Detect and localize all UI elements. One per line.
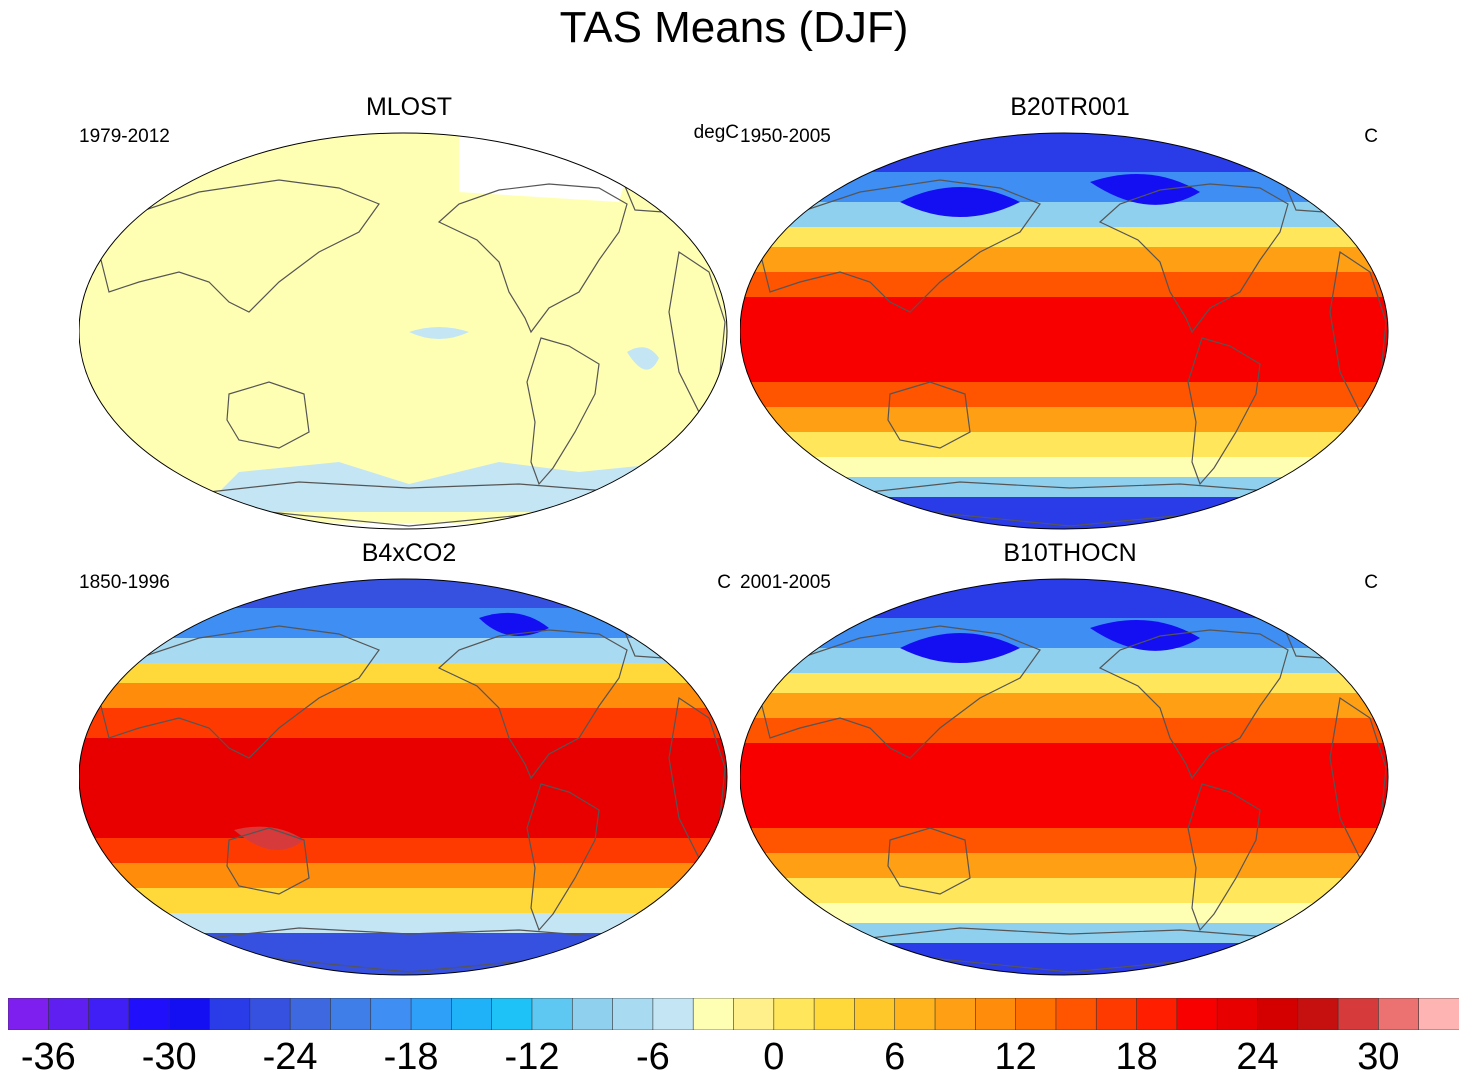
colorbar-swatch (249, 998, 291, 1030)
temperature-field (79, 133, 727, 529)
colorbar-swatch (571, 998, 614, 1030)
colorbar-swatch (1257, 998, 1299, 1030)
map-plot (740, 132, 1389, 530)
cold-core-siberia (900, 187, 1020, 217)
colorbar-swatch (8, 998, 50, 1030)
colorbar-swatch (1176, 998, 1218, 1030)
map-border (740, 578, 1389, 976)
colorbar-swatch (168, 998, 211, 1030)
colorbar-swatch (854, 998, 896, 1030)
colorbar-swatch (773, 998, 815, 1030)
temperature-field (740, 133, 1388, 529)
colorbar-tick-label: -6 (635, 1036, 670, 1078)
colorbar-swatch (330, 998, 372, 1030)
colorbar-swatch (48, 998, 90, 1030)
colorbar-swatch (894, 998, 936, 1030)
map-plot (740, 578, 1389, 976)
temperature-field (79, 579, 727, 975)
colorbar-swatch (128, 998, 171, 1030)
cold-core-canada (1090, 174, 1200, 205)
colorbar-swatch (410, 998, 453, 1030)
cold-anomaly-pacific (409, 327, 469, 339)
colorbar-swatch (1418, 998, 1459, 1030)
colorbar-swatch (652, 998, 695, 1030)
colorbar-swatch (1297, 998, 1339, 1030)
map-border (79, 578, 728, 976)
panel-period: 1979-2012 (79, 126, 170, 147)
colorbar (8, 998, 1459, 1030)
colorbar-swatch (289, 998, 332, 1030)
colorbar-tick-label: 24 (1236, 1036, 1279, 1078)
colorbar-tick-label: 18 (1115, 1036, 1158, 1078)
colorbar-swatch (975, 998, 1017, 1030)
colorbar-swatch (451, 998, 493, 1030)
colorbar-swatch (1136, 998, 1178, 1030)
cold-anomaly-atlantic (627, 347, 659, 370)
panel-b20tr001: B20TR001 1950-2005 C (740, 92, 1400, 532)
panel-period: 1950-2005 (740, 126, 831, 147)
cold-core-canada (1090, 620, 1200, 651)
colorbar-swatch (1378, 998, 1420, 1030)
panel-title: B4xCO2 (361, 539, 457, 567)
panel-units: C (717, 572, 731, 593)
colorbar-swatch (692, 998, 735, 1030)
cold-core-canada (479, 612, 549, 636)
panel-units: C (1364, 572, 1378, 593)
map-border (79, 132, 728, 530)
colorbar-swatch (1015, 998, 1057, 1030)
map-plot (79, 578, 728, 976)
colorbar-swatch (1216, 998, 1259, 1030)
colorbar-tick-label: 30 (1357, 1036, 1400, 1078)
colorbar-swatch (1055, 998, 1098, 1030)
panel-mlost: MLOST 1979-2012 degC (79, 92, 739, 532)
colorbar-swatch (1095, 998, 1138, 1030)
panel-period: 1850-1996 (79, 572, 170, 593)
colorbar-swatch (733, 998, 775, 1030)
colorbar-tick-label: -12 (504, 1036, 560, 1078)
panel-title: B20TR001 (1010, 93, 1130, 121)
colorbar-swatch (88, 998, 130, 1030)
colorbar-tick-label: 6 (884, 1036, 906, 1078)
panel-title: B10THOCN (1003, 539, 1137, 567)
colorbar-swatch (612, 998, 654, 1030)
colorbar-labels: -36-30-24-18-12-6061218243036 (0, 1036, 1468, 1078)
colorbar-tick-label: -30 (141, 1036, 197, 1078)
colorbar-swatch (209, 998, 251, 1030)
cold-core-siberia (900, 633, 1020, 663)
hot-core-australia (234, 826, 304, 850)
colorbar-swatch (934, 998, 977, 1030)
colorbar-tick-label: -24 (262, 1036, 318, 1078)
colorbar-swatch (531, 998, 574, 1030)
panel-title: MLOST (365, 93, 453, 121)
colorbar-tick-label: 12 (994, 1036, 1037, 1078)
no-data-antarctica (209, 522, 599, 529)
temperature-field (740, 579, 1388, 975)
map-plot (79, 132, 728, 530)
colorbar-tick-label: -18 (383, 1036, 439, 1078)
colorbar-swatch (370, 998, 412, 1030)
panel-b4xco2: B4xCO2 1850-1996 C (79, 538, 739, 978)
map-border (740, 132, 1389, 530)
panel-units: C (1364, 126, 1378, 147)
colorbar-swatch (491, 998, 533, 1030)
colorbar-swatch (1337, 998, 1380, 1030)
panel-units: degC (693, 122, 739, 143)
no-data-arctic (459, 133, 639, 202)
colorbar-swatch (813, 998, 856, 1030)
panel-period: 2001-2005 (740, 572, 831, 593)
figure-title: TAS Means (DJF) (559, 3, 909, 52)
colorbar-tick-label: 0 (763, 1036, 785, 1078)
colorbar-tick-label: -36 (20, 1036, 76, 1078)
panel-b10thocn: B10THOCN 2001-2005 C (740, 538, 1400, 978)
